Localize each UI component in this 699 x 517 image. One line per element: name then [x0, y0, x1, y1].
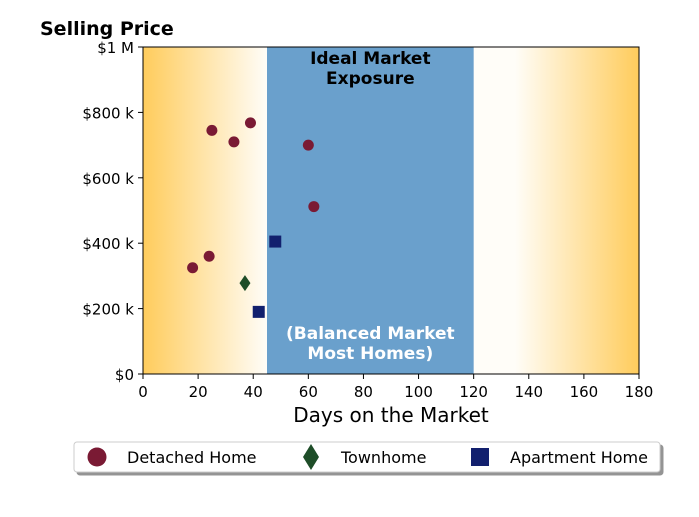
legend-box: [73, 441, 661, 473]
y-tick-label: $400 k: [82, 235, 134, 253]
apartment-home-point: [252, 305, 265, 318]
detached-home-point: [302, 139, 314, 151]
ideal-exposure-band: [267, 47, 474, 374]
chart-title: Selling Price: [40, 18, 174, 40]
x-tick-label: 60: [299, 383, 318, 401]
x-tick-label: 40: [244, 383, 263, 401]
y-tick-label: $600 k: [82, 170, 134, 188]
legend-label-detached-home: Detached Home: [127, 448, 257, 467]
band-label-bottom-line: Most Homes): [307, 344, 433, 364]
legend-marker-townhome: [303, 444, 319, 470]
y-tick-label: $1 M: [97, 39, 134, 57]
x-tick-label: 80: [354, 383, 373, 401]
legend-marker-detached-home: [87, 447, 107, 467]
band-label-top-line: Ideal Market: [310, 49, 431, 69]
legend-label-townhome: Townhome: [340, 448, 426, 467]
detached-home-point: [187, 262, 199, 274]
x-tick-label: 100: [404, 383, 433, 401]
x-tick-label: 160: [570, 383, 599, 401]
detached-home-point: [203, 250, 215, 262]
x-tick-label: 0: [138, 383, 148, 401]
detached-home-point: [228, 136, 240, 148]
detached-home-point: [244, 117, 256, 129]
x-tick-label: 20: [189, 383, 208, 401]
legend: Detached Home Townhome Apartment Home: [73, 441, 661, 473]
legend-marker-apartment-home: [471, 448, 489, 466]
x-tick-label: 120: [459, 383, 488, 401]
band-label-top: Ideal Market Exposure: [310, 49, 431, 89]
x-tick-label: 180: [625, 383, 654, 401]
band-label-bottom: (Balanced Market Most Homes): [286, 324, 455, 364]
band-label-top-line: Exposure: [326, 69, 415, 89]
y-tick-label: $800 k: [82, 104, 134, 122]
plot-frame: [142, 46, 640, 375]
detached-home-point: [308, 201, 320, 213]
x-tick-label: 140: [514, 383, 543, 401]
apartment-home-point: [269, 235, 282, 248]
y-tick-label: $0: [115, 366, 134, 384]
townhome-point: [239, 275, 251, 292]
y-tick-label: $200 k: [82, 301, 134, 319]
legend-label-apartment-home: Apartment Home: [510, 448, 648, 467]
detached-home-point: [206, 124, 218, 136]
x-axis-label: Days on the Market: [293, 403, 489, 427]
band-label-bottom-line: (Balanced Market: [286, 324, 455, 344]
